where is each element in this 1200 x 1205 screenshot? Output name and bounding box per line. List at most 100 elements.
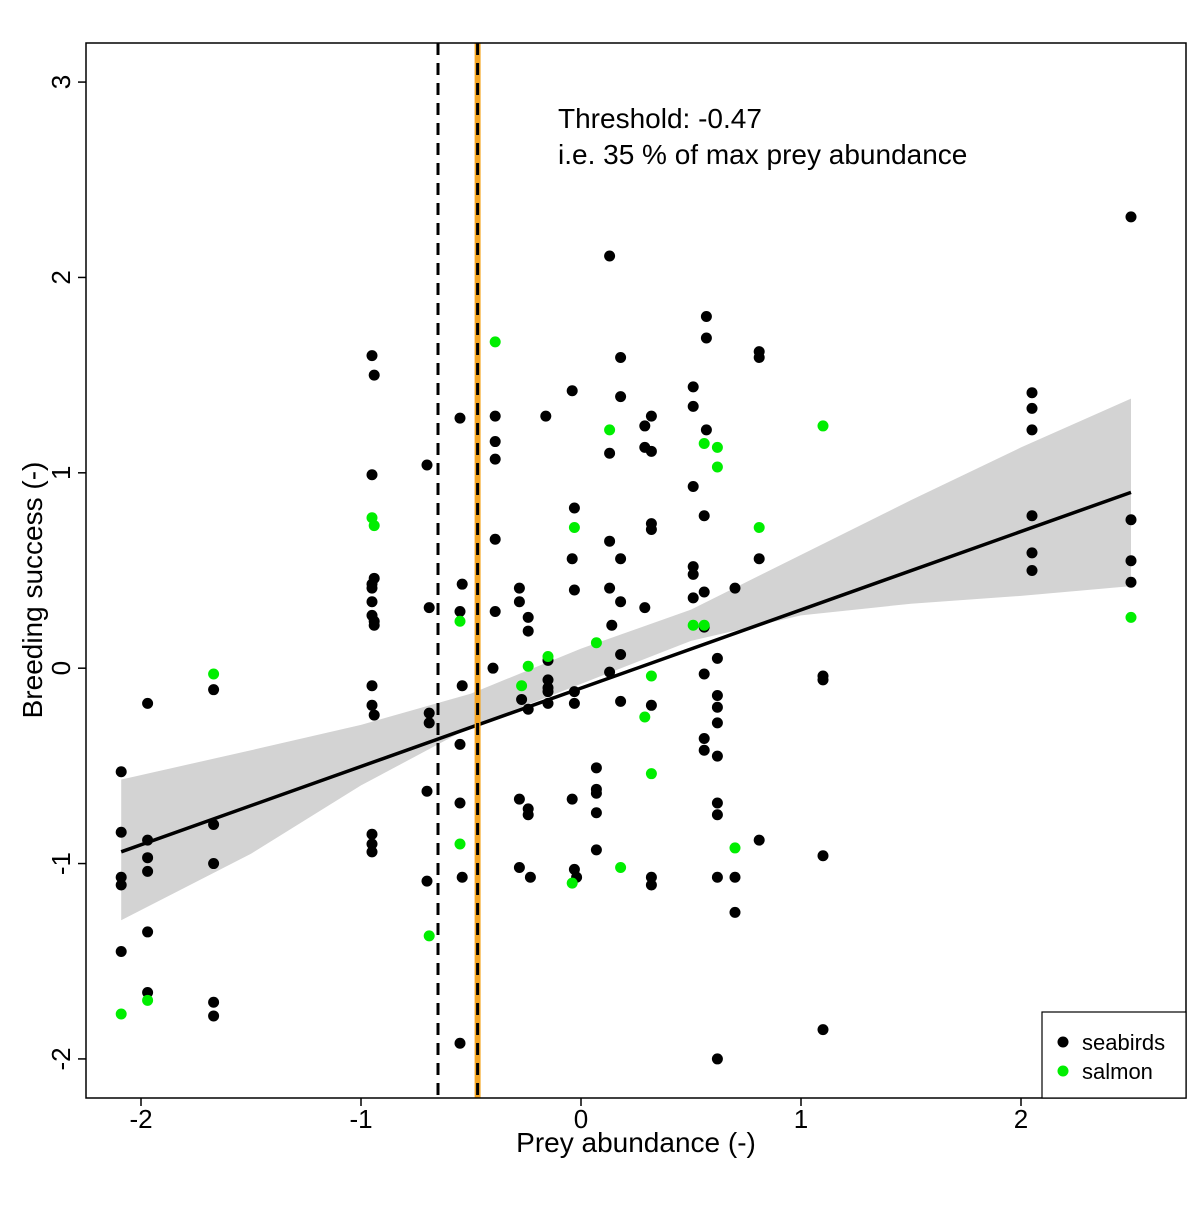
trend-line-layer bbox=[120, 490, 1132, 854]
seabirds-point bbox=[711, 809, 723, 821]
salmon-point bbox=[687, 619, 699, 631]
seabirds-point bbox=[489, 453, 501, 465]
seabirds-point bbox=[522, 625, 534, 637]
seabirds-point bbox=[115, 871, 127, 883]
seabirds-point bbox=[645, 410, 657, 422]
seabirds-point bbox=[421, 459, 433, 471]
salmon-point bbox=[142, 994, 154, 1006]
seabirds-point bbox=[524, 871, 536, 883]
seabirds-point bbox=[566, 385, 578, 397]
plot-frame bbox=[85, 42, 1187, 1099]
seabirds-point bbox=[698, 586, 710, 598]
seabirds-point bbox=[645, 445, 657, 457]
seabirds-point bbox=[753, 834, 765, 846]
seabirds-point bbox=[729, 906, 741, 918]
seabirds-point bbox=[454, 738, 466, 750]
seabirds-point bbox=[489, 410, 501, 422]
seabirds-point bbox=[542, 697, 554, 709]
seabirds-point bbox=[687, 381, 699, 393]
seabirds-point bbox=[513, 582, 525, 594]
seabirds-point bbox=[1125, 555, 1137, 567]
x-tick-label: -2 bbox=[129, 1104, 152, 1134]
salmon-point bbox=[639, 711, 651, 723]
seabirds-point bbox=[142, 987, 154, 998]
salmon-point bbox=[645, 768, 657, 780]
seabirds-point bbox=[542, 674, 554, 686]
seabirds-point bbox=[687, 592, 699, 604]
seabirds-point bbox=[489, 436, 501, 448]
seabirds-point bbox=[368, 369, 380, 381]
x-axis-label: Prey abundance (-) bbox=[516, 1127, 756, 1158]
seabirds-point bbox=[423, 717, 435, 729]
seabirds-point bbox=[456, 871, 468, 883]
seabirds-point bbox=[711, 717, 723, 729]
seabirds-point bbox=[700, 424, 712, 436]
seabirds-point bbox=[423, 707, 435, 719]
salmon-point bbox=[542, 650, 554, 662]
seabirds-point bbox=[566, 553, 578, 565]
seabirds-point bbox=[142, 697, 154, 709]
seabirds-point bbox=[604, 447, 616, 459]
legend-label-seabirds: seabirds bbox=[1082, 1030, 1165, 1055]
legend-marker-seabirds bbox=[1057, 1036, 1069, 1048]
seabirds-point bbox=[687, 568, 699, 580]
seabirds-point bbox=[1125, 211, 1137, 223]
seabirds-point bbox=[421, 875, 433, 887]
seabirds-point bbox=[516, 693, 528, 705]
seabirds-point bbox=[687, 480, 699, 492]
seabirds-point bbox=[615, 391, 627, 403]
seabirds-point bbox=[568, 686, 580, 698]
seabirds-point bbox=[645, 699, 657, 711]
seabirds-point bbox=[1026, 387, 1038, 399]
axes-layer: -2 -1 0 1 2 -2 -1 0 1 2 3 bbox=[46, 75, 1028, 1134]
seabirds-point bbox=[368, 619, 380, 631]
seabirds-point bbox=[208, 684, 220, 696]
seabirds-point bbox=[1026, 565, 1038, 576]
seabirds-point bbox=[454, 412, 466, 424]
seabirds-point bbox=[456, 578, 468, 590]
confidence-band-layer bbox=[121, 398, 1131, 921]
seabirds-point bbox=[366, 699, 378, 711]
seabirds-point bbox=[711, 690, 723, 702]
seabirds-point bbox=[604, 535, 616, 547]
seabirds-point bbox=[456, 680, 468, 692]
seabirds-point bbox=[368, 572, 380, 584]
legend: seabirds salmon bbox=[1041, 1011, 1187, 1099]
seabirds-point bbox=[1026, 424, 1038, 436]
seabirds-point bbox=[711, 871, 723, 883]
x-tick-label: 1 bbox=[794, 1104, 808, 1134]
seabirds-point bbox=[615, 695, 627, 707]
y-tick-label: -1 bbox=[46, 852, 76, 875]
x-tick-label: -1 bbox=[349, 1104, 372, 1134]
seabirds-point bbox=[489, 533, 501, 545]
seabirds-point bbox=[489, 606, 501, 618]
salmon-point bbox=[698, 619, 710, 631]
seabirds-point bbox=[1125, 514, 1137, 526]
salmon-point bbox=[368, 520, 380, 532]
salmon-point bbox=[753, 522, 765, 534]
seabirds-point bbox=[513, 861, 525, 873]
seabirds-point bbox=[711, 750, 723, 762]
seabirds-point bbox=[142, 865, 154, 877]
seabirds-point bbox=[366, 846, 378, 858]
seabirds-point bbox=[513, 793, 525, 805]
salmon-point bbox=[615, 861, 627, 873]
seabirds-point bbox=[568, 502, 580, 514]
seabirds-point bbox=[711, 1053, 723, 1065]
salmon-point bbox=[454, 838, 466, 850]
seabirds-point bbox=[687, 561, 699, 573]
seabirds-point bbox=[590, 844, 602, 856]
seabirds-point bbox=[487, 662, 499, 674]
y-tick-label: 3 bbox=[46, 75, 76, 89]
seabirds-point bbox=[115, 945, 127, 957]
seabirds-point bbox=[1026, 510, 1038, 522]
seabirds-point bbox=[566, 793, 578, 805]
seabirds-point bbox=[615, 649, 627, 661]
seabirds-point bbox=[817, 850, 829, 862]
seabirds-point bbox=[115, 826, 127, 838]
y-axis-label: Breeding success (-) bbox=[17, 462, 48, 719]
seabirds-point bbox=[115, 879, 127, 891]
salmon-point bbox=[568, 522, 580, 534]
seabirds-point bbox=[590, 807, 602, 819]
threshold-annotation-detail: i.e. 35 % of max prey abundance bbox=[558, 139, 967, 170]
